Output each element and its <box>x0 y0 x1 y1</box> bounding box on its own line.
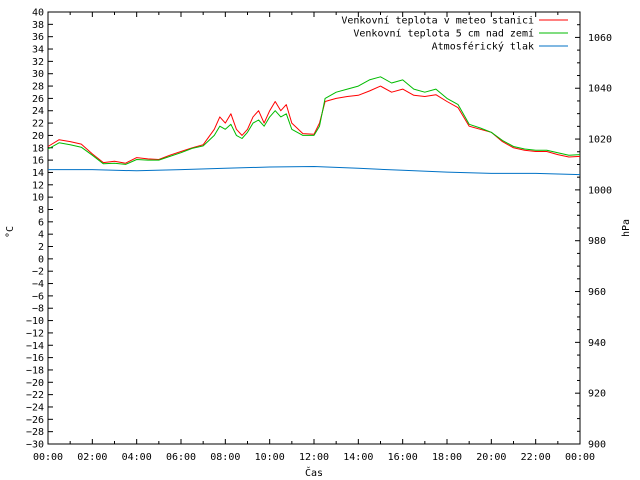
x-tick-label: 22:00 <box>521 452 551 463</box>
legend-label: Venkovní teplota v meteo stanici <box>341 15 534 27</box>
y-left-tick-label: −4 <box>32 279 44 290</box>
x-tick-label: 16:00 <box>388 452 418 463</box>
y-left-tick-label: −28 <box>26 427 44 438</box>
series-line-2 <box>48 166 581 176</box>
y-right-tick-label: 900 <box>588 440 606 451</box>
y-left-tick-label: 36 <box>32 32 44 43</box>
left-y-axis: 4038363432302826242220181614121086420−2−… <box>26 8 53 451</box>
x-axis: 00:00 02:00 04:00 06:00 08:00 10:00 12:00 14:00… <box>33 12 595 463</box>
y-left-tick-label: 30 <box>32 69 44 80</box>
y-left-tick-label: 20 <box>32 131 44 142</box>
x-tick-label: 06:00 <box>166 452 196 463</box>
x-tick-label: 02:00 <box>77 452 107 463</box>
y-left-tick-label: −10 <box>26 316 44 327</box>
series-line-1 <box>47 76 581 165</box>
y-left-tick-label: −6 <box>32 291 44 302</box>
y-left-tick-label: 22 <box>32 119 44 130</box>
series-line-0 <box>47 85 581 164</box>
y-left-tick-label: 28 <box>32 82 44 93</box>
y-left-tick-label: −26 <box>26 415 44 426</box>
y-right-tick-label: 940 <box>588 338 606 349</box>
x-axis-title: Čas <box>305 466 323 479</box>
y-left-tick-label: 26 <box>32 94 44 105</box>
series-layer <box>47 76 581 176</box>
y-right-tick-label: 960 <box>588 287 606 298</box>
right-y-axis: 1060 1040 1020 1000 980 960 940 920 900 <box>575 11 612 451</box>
y-right-tick-label: 1020 <box>588 135 612 146</box>
y-left-tick-label: 8 <box>38 205 44 216</box>
y-left-tick-label: −30 <box>26 440 44 451</box>
x-tick-label: 20:00 <box>476 452 506 463</box>
y-left-tick-label: 38 <box>32 20 44 31</box>
y-right-tick-label: 920 <box>588 389 606 400</box>
y-left-tick-label: 2 <box>38 242 44 253</box>
x-tick-label: 18:00 <box>432 452 462 463</box>
y-left-tick-label: 24 <box>32 106 44 117</box>
y-left-tick-label: −16 <box>26 353 44 364</box>
y-left-tick-label: 16 <box>32 156 44 167</box>
y-left-tick-label: 18 <box>32 143 44 154</box>
x-tick-label: 08:00 <box>210 452 240 463</box>
y-left-tick-label: 34 <box>32 45 44 56</box>
y-right-tick-label: 1060 <box>588 33 612 44</box>
y-left-tick-label: 4 <box>38 230 44 241</box>
x-tick-label: 00:00 <box>565 452 595 463</box>
x-tick-label: 14:00 <box>343 452 373 463</box>
y-axis-right-title: hPa <box>621 219 632 237</box>
y-axis-left-title: °C <box>5 226 16 238</box>
y-left-tick-label: 12 <box>32 180 44 191</box>
plot-frame <box>47 11 581 445</box>
legend-label: Atmosférický tlak <box>432 41 534 53</box>
y-right-tick-label: 1040 <box>588 84 612 95</box>
legend-label: Venkovní teplota 5 cm nad zemí <box>353 28 534 40</box>
x-tick-label: 04:00 <box>122 452 152 463</box>
y-left-tick-label: −14 <box>26 341 44 352</box>
y-right-tick-label: 980 <box>588 236 606 247</box>
y-left-tick-label: −2 <box>32 267 44 278</box>
y-left-tick-label: 10 <box>32 193 44 204</box>
y-left-tick-label: −24 <box>26 402 44 413</box>
legend: Venkovní teplota v meteo staniciVenkovní… <box>341 15 568 53</box>
y-left-tick-label: −22 <box>26 390 44 401</box>
y-left-tick-label: −8 <box>32 304 44 315</box>
y-left-tick-label: −18 <box>26 365 44 376</box>
y-left-tick-label: 40 <box>32 8 44 19</box>
x-tick-label: 12:00 <box>299 452 329 463</box>
x-tick-label: 10:00 <box>255 452 285 463</box>
y-left-tick-label: 32 <box>32 57 44 68</box>
y-left-tick-label: 0 <box>38 254 44 265</box>
x-tick-label: 00:00 <box>33 452 63 463</box>
y-left-tick-label: 14 <box>32 168 44 179</box>
y-left-tick-label: 6 <box>38 217 44 228</box>
y-right-tick-label: 1000 <box>588 185 612 196</box>
y-left-tick-label: −20 <box>26 378 44 389</box>
y-left-tick-label: −12 <box>26 328 44 339</box>
